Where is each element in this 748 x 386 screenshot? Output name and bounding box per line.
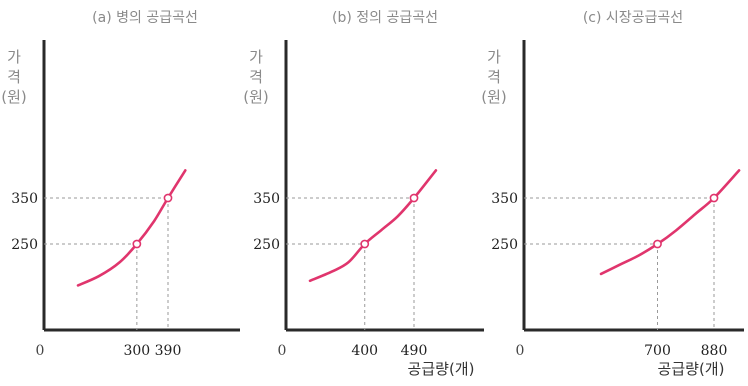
y-tick-label: 350 (491, 191, 518, 207)
x-tick-label: 490 (401, 343, 428, 359)
y-tick-label: 250 (253, 237, 280, 253)
y-axis-label: 가 (487, 48, 501, 66)
y-axis-label: 가 (7, 48, 21, 66)
x-axis-label: 공급량(개) (658, 360, 725, 378)
marked-point-2 (163, 193, 173, 203)
marked-point-1 (360, 239, 370, 249)
supply-curve (76, 169, 187, 287)
panel-title: (b) 정의 공급곡선 (332, 10, 438, 26)
marked-point-1 (132, 239, 142, 249)
y-tick-label: 350 (11, 191, 38, 207)
x-tick-label: 700 (644, 343, 671, 359)
origin-label: 0 (36, 343, 45, 359)
x-tick-label: 880 (701, 343, 728, 359)
y-axis-label: 격 (7, 68, 21, 86)
panel-title: (c) 시장공급곡선 (583, 10, 683, 26)
x-tick-label: 400 (351, 343, 378, 359)
x-tick-label: 390 (155, 343, 182, 359)
marked-point-1 (653, 239, 662, 249)
y-tick-label: 250 (11, 237, 38, 253)
y-axis-label: 가 (249, 48, 263, 66)
y-axis-label: 격 (249, 68, 263, 86)
panel-title: (a) 병의 공급곡선 (92, 10, 198, 26)
marked-point-2 (709, 193, 719, 203)
y-axis-label: (원) (481, 88, 507, 106)
y-tick-label: 250 (491, 237, 518, 253)
origin-label: 0 (516, 343, 525, 359)
y-axis-label: (원) (1, 88, 27, 106)
supply-curve (599, 169, 741, 276)
x-tick-label: 300 (123, 343, 150, 359)
y-axis-label: (원) (243, 88, 269, 106)
marked-point-2 (409, 193, 419, 203)
y-tick-label: 350 (253, 191, 280, 207)
x-axis-label: 공급량(개) (408, 360, 475, 378)
origin-label: 0 (278, 343, 287, 359)
y-axis-label: 격 (487, 68, 501, 86)
supply-curve (308, 169, 438, 283)
